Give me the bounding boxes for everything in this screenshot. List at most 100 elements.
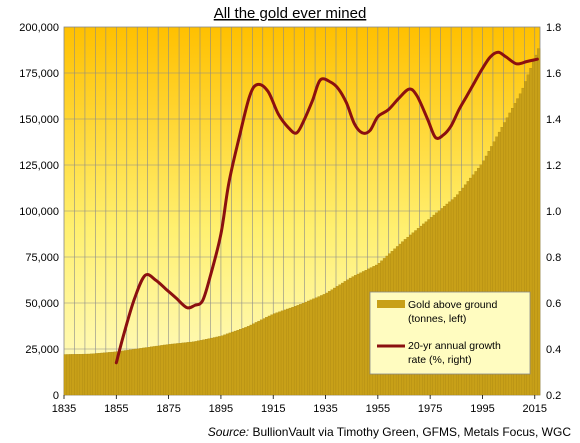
bar	[150, 346, 154, 396]
bar	[314, 297, 318, 396]
bar	[335, 286, 339, 396]
source-prefix: Source:	[208, 425, 249, 439]
left-tick-label: 25,000	[25, 344, 59, 356]
x-tick-label: 1875	[156, 403, 180, 415]
x-tick-label: 1975	[418, 403, 442, 415]
bar	[165, 344, 169, 396]
x-tick-label: 1915	[261, 403, 285, 415]
bar	[356, 273, 360, 396]
bar	[299, 304, 303, 396]
bar	[327, 291, 331, 396]
bar	[131, 349, 135, 396]
left-tick-label: 75,000	[25, 252, 59, 264]
bar	[105, 352, 109, 396]
bar	[100, 352, 104, 396]
growth-rate-line	[114, 50, 539, 365]
bar	[129, 349, 133, 396]
legend-line-label-2: rate (%, right)	[408, 354, 472, 366]
bar	[215, 336, 219, 396]
bar	[160, 345, 164, 396]
bar	[309, 299, 313, 396]
bar	[241, 328, 245, 396]
bar	[254, 322, 258, 396]
bar	[320, 295, 324, 396]
bar	[244, 327, 248, 396]
bar	[207, 338, 211, 396]
x-tick-label: 1835	[52, 403, 76, 415]
bar	[92, 353, 96, 396]
bar	[205, 339, 209, 396]
bar	[348, 277, 352, 396]
bar	[338, 284, 342, 396]
bar	[325, 292, 329, 396]
left-tick-label: 175,000	[19, 68, 59, 80]
bar	[197, 340, 201, 396]
bar	[225, 333, 229, 396]
bar	[147, 347, 151, 396]
bar	[275, 312, 279, 396]
bar	[304, 301, 308, 396]
bar	[359, 272, 363, 396]
bar	[191, 341, 195, 396]
bar	[126, 349, 130, 396]
bar	[95, 353, 99, 396]
bar	[199, 340, 203, 396]
bar	[286, 308, 290, 396]
x-axis-ticks: 1835 1855 1875 1895 1915 1935 1955 1975 1995 2015	[52, 395, 547, 415]
right-axis-ticks: 0.2 0.4 0.6 0.8 1.0 1.2 1.4 1.6 1.8	[546, 22, 561, 402]
bar	[223, 334, 227, 396]
bar	[89, 353, 93, 396]
bar	[534, 54, 538, 396]
x-tick-label: 1995	[470, 403, 494, 415]
bar	[157, 345, 161, 396]
bar	[301, 303, 305, 396]
bar	[293, 306, 297, 396]
chart-title: All the gold ever mined	[214, 5, 367, 22]
legend: Gold above ground (tonnes, left) 20-yr a…	[369, 291, 531, 375]
bar	[267, 315, 271, 396]
bar	[361, 271, 365, 396]
left-tick-label: 50,000	[25, 298, 59, 310]
legend-bar-label-2: (tonnes, left)	[408, 313, 466, 325]
bar	[351, 276, 355, 396]
legend-line-label: 20-yr annual growth	[408, 340, 501, 352]
bar	[155, 345, 159, 396]
right-tick-label: 1.0	[546, 206, 561, 218]
bar	[364, 270, 368, 396]
bar	[97, 353, 101, 396]
bar	[108, 352, 112, 396]
bar	[228, 332, 232, 396]
bar	[288, 307, 292, 396]
right-tick-label: 1.8	[546, 22, 561, 34]
bar	[168, 344, 172, 396]
bar	[103, 352, 107, 396]
bar	[202, 339, 206, 396]
bar	[270, 314, 274, 396]
bar	[354, 275, 358, 396]
right-tick-label: 1.2	[546, 160, 561, 172]
bar	[343, 281, 347, 396]
bar	[262, 318, 266, 396]
bar	[173, 343, 177, 396]
bar	[249, 324, 253, 396]
source-text: BullionVault via Timothy Green, GFMS, Me…	[249, 425, 571, 439]
bar	[218, 336, 222, 396]
bar	[87, 353, 91, 396]
bar	[82, 353, 86, 396]
bar	[194, 341, 198, 396]
right-tick-label: 1.4	[546, 114, 561, 126]
bar	[121, 350, 125, 396]
bar	[79, 354, 83, 396]
bar	[76, 354, 80, 396]
bar	[346, 279, 350, 396]
bar	[212, 337, 216, 396]
bar	[118, 351, 122, 396]
x-tick-label: 1955	[366, 403, 390, 415]
bar	[69, 354, 73, 396]
bar	[74, 354, 78, 396]
left-tick-label: 125,000	[19, 160, 59, 172]
bar	[142, 347, 146, 396]
bar	[317, 296, 321, 396]
bar	[144, 347, 148, 396]
bar	[291, 306, 295, 396]
